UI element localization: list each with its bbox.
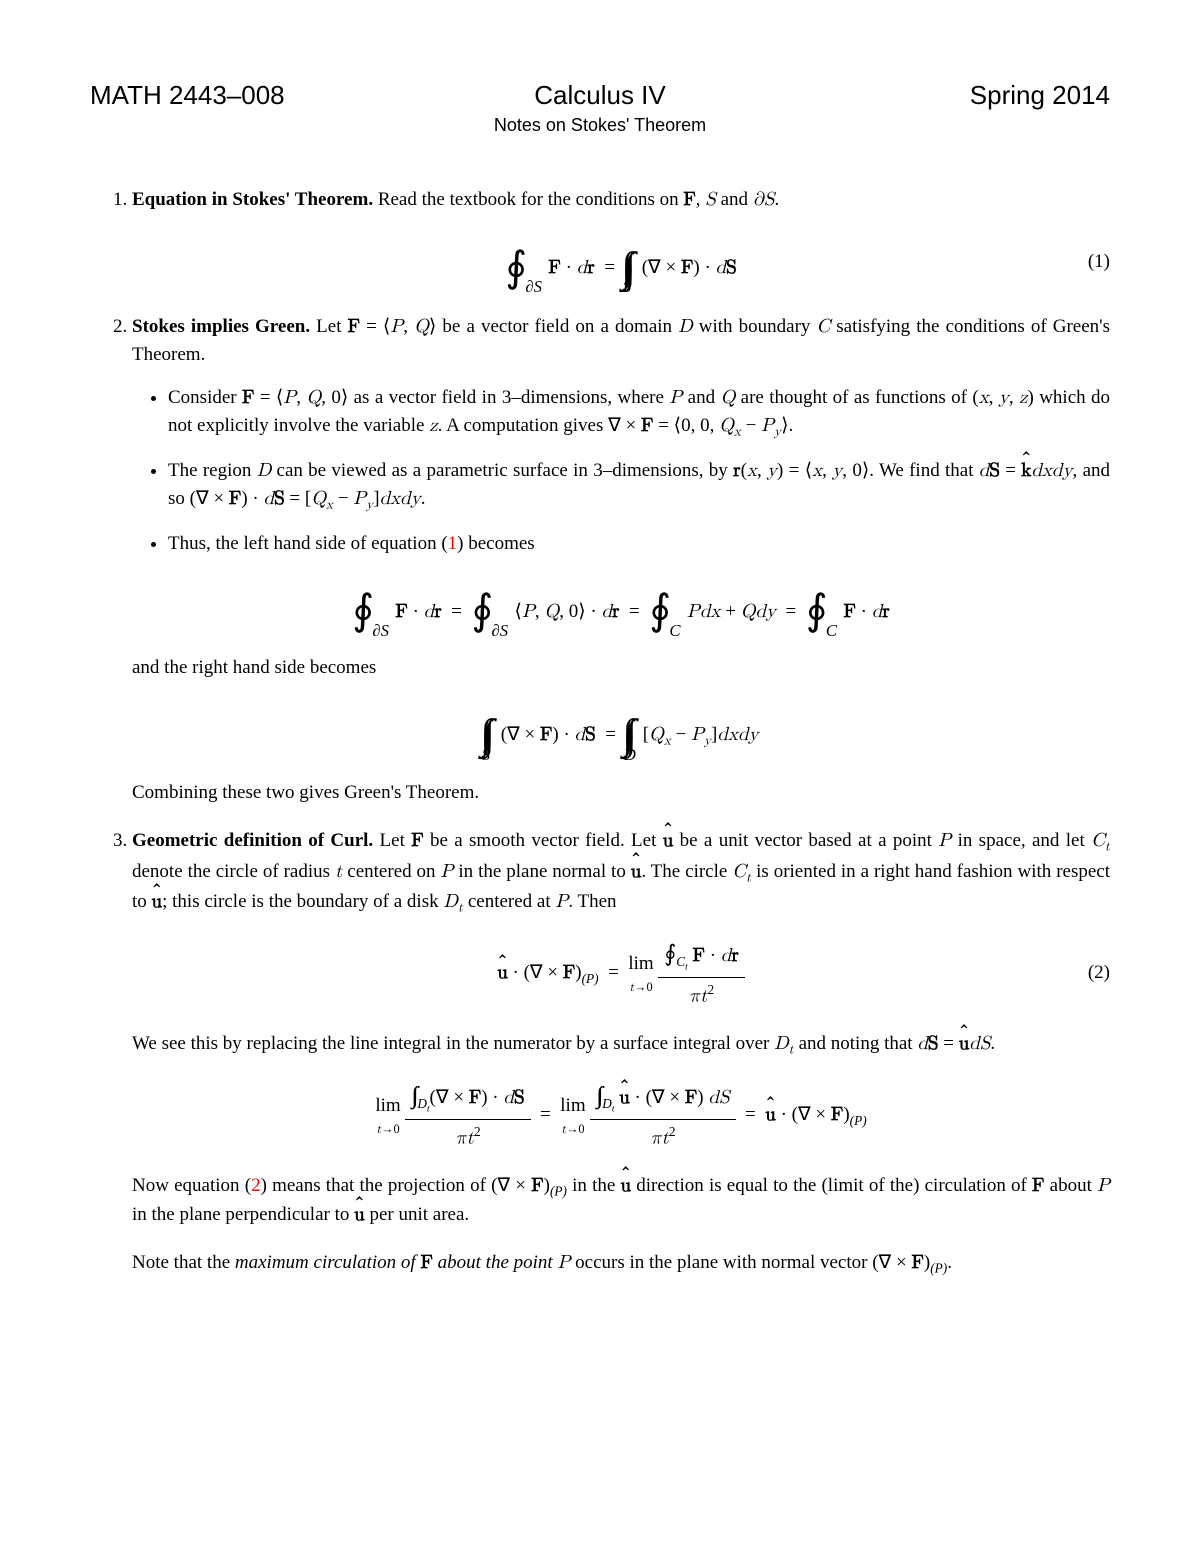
item-3: Geometric definition of Curl. Let F be a… [132, 827, 1110, 1278]
item-1: Equation in Stokes' Theorem. Read the te… [132, 186, 1110, 293]
course-code: MATH 2443–008 [90, 80, 350, 111]
course-title: Calculus IV [350, 80, 850, 111]
eq-2-number: (2) [1088, 959, 1110, 988]
item-3-p3: Now equation (2) means that the projecti… [132, 1172, 1110, 1230]
page: MATH 2443–008 Calculus IV Spring 2014 No… [0, 0, 1200, 1553]
bullet-2-2: The region D can be viewed as a parametr… [168, 457, 1110, 516]
item-1-text-end: . [775, 189, 780, 210]
document-header: MATH 2443–008 Calculus IV Spring 2014 [90, 80, 1110, 111]
eq-1-number: (1) [1088, 248, 1110, 277]
item-2-bullets: Consider F = ⟨P, Q, 0⟩ as a vector field… [132, 384, 1110, 559]
bullet-2-3: Thus, the left hand side of equation (1)… [168, 530, 1110, 559]
semester: Spring 2014 [850, 80, 1110, 111]
equation-2: u · (∇ × F)(P) = limt→0 ∮Ct F · dr πt2 (… [132, 937, 1110, 1011]
item-3-p2: We see this by replacing the line integr… [132, 1030, 1110, 1061]
equation-1: ∮∂S F · dr = ∫∫S (∇ × F) · dS (1) [132, 233, 1110, 293]
main-list: Equation in Stokes' Theorem. Read the te… [90, 186, 1110, 1278]
equation-2a: ∮∂S F · dr = ∮∂S ⟨P, Q, 0⟩ · dr = ∮C Pdx… [132, 576, 1110, 636]
item-1-text: Read the textbook for the conditions on [373, 189, 683, 210]
document-subtitle: Notes on Stokes' Theorem [90, 115, 1110, 136]
equation-2b: ∫∫S (∇ × F) · dS = ∫∫D [Qx − Py]dxdy [132, 701, 1110, 761]
item-2: Stokes implies Green. Let F = ⟨P, Q⟩ be … [132, 313, 1110, 808]
item-1-title: Equation in Stokes' Theorem. [132, 189, 373, 210]
item-2-end: Combining these two gives Green's Theore… [132, 779, 1110, 808]
bullet-2-1: Consider F = ⟨P, Q, 0⟩ as a vector field… [168, 384, 1110, 443]
equation-3-limit: limt→0 ∫∫ Dt(∇ × F) · dS πt2 = limt→0 ∫∫… [132, 1079, 1110, 1153]
eq-ref-1: 1 [448, 533, 458, 554]
eq-ref-2: 2 [251, 1175, 261, 1196]
item-2-title: Stokes implies Green. [132, 316, 310, 337]
item-2-mid: and the right hand side becomes [132, 654, 1110, 683]
item-3-title: Geometric definition of Curl. [132, 830, 373, 851]
item-3-p4: Note that the maximum circulation of F a… [132, 1249, 1110, 1279]
